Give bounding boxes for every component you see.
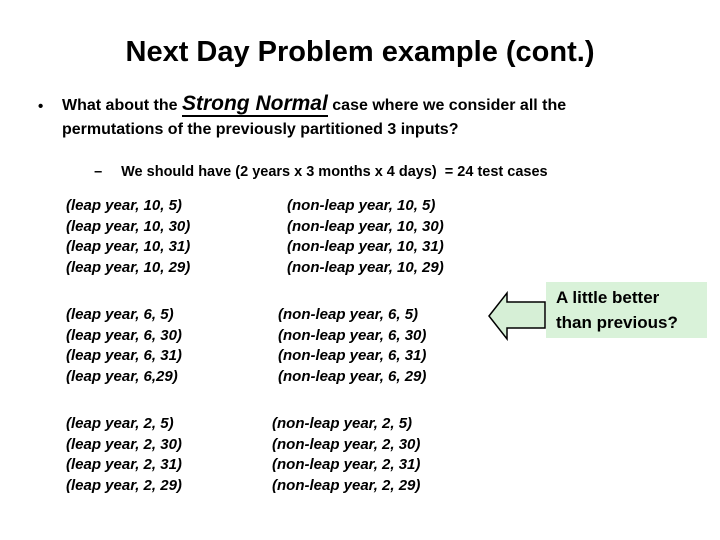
bullet-line-1: What about the Strong Normal case where …: [62, 92, 707, 118]
test-case: (non-leap year, 6, 29): [278, 367, 427, 385]
test-case: (leap year, 2, 30): [66, 435, 182, 453]
test-case: (non-leap year, 10, 5): [287, 197, 436, 214]
test-case: (non-leap year, 2, 31): [272, 456, 421, 474]
left-block-arrow-shape: [488, 290, 546, 342]
test-case-column-nonleap-month6: (non-leap year, 6, 5) (non-leap year, 6,…: [278, 305, 426, 387]
bullet-text-pre: What about the: [62, 97, 182, 114]
callout-line-1: A little better: [556, 288, 660, 307]
test-case: (leap year, 2, 31): [66, 456, 182, 474]
test-case-column-nonleap-month2: (non-leap year, 2, 5) (non-leap year, 2,…: [272, 414, 420, 496]
test-case: (leap year, 10, 5): [66, 197, 182, 214]
test-case: (non-leap year, 2, 29): [272, 476, 421, 494]
test-case: (leap year, 10, 31): [66, 238, 191, 256]
bullet-marker: •: [38, 98, 44, 115]
test-case: (non-leap year, 6, 31): [278, 347, 427, 365]
bullet-text-post: case where we consider all the: [327, 97, 567, 114]
test-case: (non-leap year, 10, 31): [287, 238, 444, 256]
bullet-paragraph: What about the Strong Normal case where …: [62, 92, 707, 142]
bullet-emphasis-strong-normal: Strong Normal: [181, 92, 328, 117]
test-case: (non-leap year, 10, 29): [287, 258, 444, 276]
test-case: (non-leap year, 10, 30): [287, 217, 444, 235]
sub-bullet: – We should have (2 years x 3 months x 4 …: [78, 148, 548, 196]
test-case-column-nonleap-month10: (non-leap year, 10, 5) (non-leap year, 1…: [287, 196, 444, 278]
test-case: (non-leap year, 6, 30): [278, 326, 427, 344]
slide-title: Next Day Problem example (cont.): [125, 36, 595, 68]
callout-line-2: than previous?: [556, 313, 678, 332]
test-case: (non-leap year, 2, 5): [272, 415, 413, 432]
left-block-arrow-icon: [486, 289, 548, 343]
sub-bullet-marker: –: [94, 164, 103, 180]
test-case: (leap year, 10, 29): [66, 258, 191, 276]
test-case-column-leap-month6: (leap year, 6, 5) (leap year, 6, 30) (le…: [66, 305, 182, 387]
callout-box: A little better than previous?: [546, 282, 707, 338]
bullet-line-2: permutations of the previously partition…: [62, 121, 459, 138]
test-case-column-leap-month10: (leap year, 10, 5) (leap year, 10, 30) (…: [66, 196, 190, 278]
test-case-column-leap-month2: (leap year, 2, 5) (leap year, 2, 30) (le…: [66, 414, 182, 496]
test-case: (leap year, 6, 31): [66, 347, 182, 365]
test-case: (leap year, 6, 5): [66, 306, 174, 323]
test-case: (non-leap year, 6, 5): [278, 306, 419, 323]
test-case: (non-leap year, 2, 30): [272, 435, 421, 453]
test-case: (leap year, 10, 30): [66, 217, 191, 235]
test-case: (leap year, 6, 30): [66, 326, 182, 344]
test-case: (leap year, 6,29): [66, 367, 178, 385]
sub-bullet-text: We should have (2 years x 3 months x 4 d…: [121, 164, 548, 180]
test-case: (leap year, 2, 29): [66, 476, 182, 494]
test-case: (leap year, 2, 5): [66, 415, 174, 432]
